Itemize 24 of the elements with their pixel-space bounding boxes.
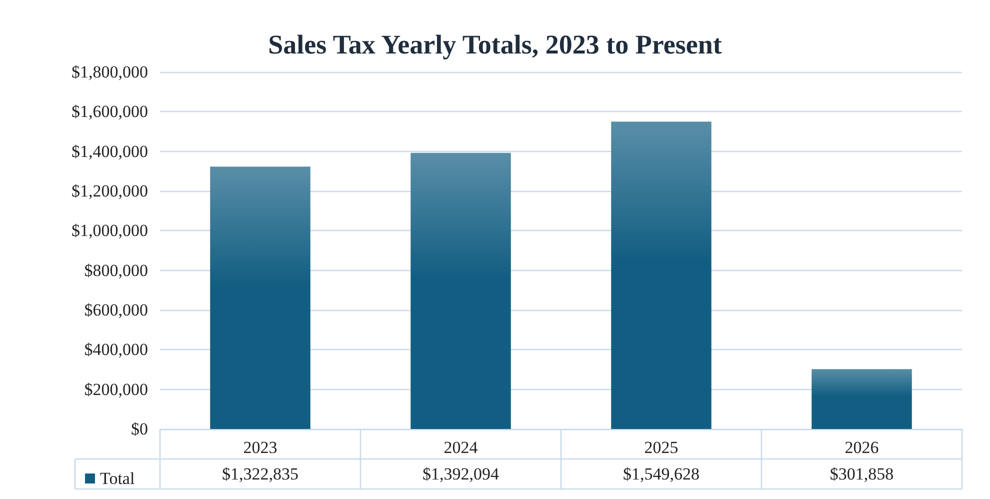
y-tick-label: $1,400,000 — [72, 142, 148, 161]
legend-label: Total — [100, 469, 135, 488]
y-tick-label: $600,000 — [84, 300, 148, 320]
chart-title: Sales Tax Yearly Totals, 2023 to Present — [268, 30, 722, 60]
x-tick-label: 2025 — [644, 438, 678, 457]
x-tick-label: 2024 — [444, 438, 478, 457]
data-label: $1,322,835 — [222, 464, 298, 484]
data-label: $301,858 — [830, 464, 894, 484]
x-tick-label: 2023 — [243, 438, 278, 457]
x-tick-label: 2026 — [844, 438, 879, 457]
y-tick-label: $1,800,000 — [72, 62, 148, 82]
y-tick-label: $0 — [131, 420, 148, 438]
bar — [812, 369, 912, 429]
y-tick-label: $1,200,000 — [72, 182, 148, 200]
y-tick-label: $1,600,000 — [72, 102, 148, 122]
y-tick-label: $1,000,000 — [72, 221, 148, 240]
y-tick-label: $400,000 — [84, 340, 148, 360]
data-label: $1,392,094 — [422, 464, 500, 484]
bar — [611, 122, 712, 429]
data-label: $1,549,628 — [623, 464, 700, 484]
y-tick-label: $200,000 — [84, 380, 148, 399]
y-tick-label: $800,000 — [84, 260, 148, 280]
bar — [410, 152, 511, 429]
bar — [210, 166, 310, 429]
